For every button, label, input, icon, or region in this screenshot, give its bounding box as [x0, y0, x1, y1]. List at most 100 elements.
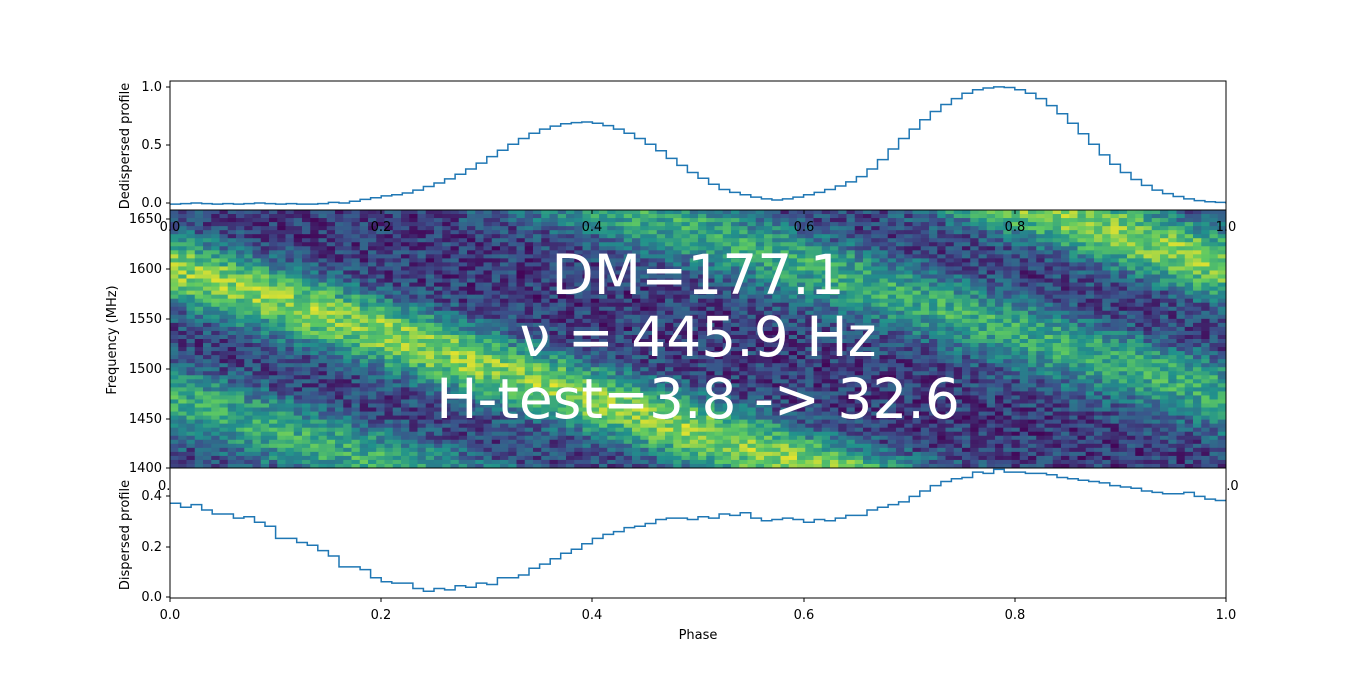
heatmap-cell — [252, 330, 262, 336]
heatmap-cell — [904, 294, 914, 300]
heatmap-cell — [929, 278, 938, 284]
heatmap-cell — [879, 214, 889, 219]
heatmap-cell — [574, 242, 584, 247]
heatmap-cell — [896, 322, 905, 328]
heatmap-cell — [557, 286, 567, 292]
heatmap-cell — [623, 330, 633, 336]
heatmap-cell — [343, 214, 353, 219]
heatmap-cell — [260, 258, 270, 264]
heatmap-cell — [582, 242, 592, 247]
heatmap-cell — [1168, 234, 1178, 239]
heatmap-cell — [599, 290, 608, 296]
heatmap-cell — [863, 322, 872, 328]
heatmap-cell — [1003, 222, 1013, 227]
heatmap-cell — [227, 310, 237, 316]
heatmap-cell — [912, 351, 922, 356]
heatmap-cell — [912, 310, 922, 316]
heatmap-cell — [1019, 290, 1029, 296]
heatmap-cell — [1143, 258, 1153, 264]
heatmap-cell — [1085, 282, 1095, 288]
heatmap-cell — [1061, 226, 1070, 231]
heatmap-cell — [236, 262, 245, 268]
heatmap-cell — [1044, 351, 1054, 356]
heatmap-cell — [557, 282, 567, 288]
heatmap-cell — [896, 314, 905, 320]
heatmap-cell — [343, 318, 353, 324]
heatmap-cell — [937, 363, 947, 368]
heatmap-cell — [533, 318, 542, 324]
heatmap-cell — [797, 302, 806, 308]
heatmap-cell — [962, 298, 971, 304]
heatmap-cell — [929, 326, 938, 332]
heatmap-cell — [747, 302, 757, 308]
heatmap-cell — [442, 242, 452, 247]
heatmap-cell — [623, 326, 633, 332]
heatmap-cell — [838, 294, 848, 300]
heatmap-cell — [615, 238, 625, 243]
heatmap-cell — [491, 210, 501, 215]
heatmap-cell — [764, 258, 773, 264]
heatmap-cell — [764, 210, 773, 215]
heatmap-cell — [417, 234, 427, 239]
heatmap-cell — [953, 363, 963, 368]
heatmap-cell — [698, 306, 707, 312]
heatmap-cell — [376, 278, 386, 284]
heatmap-cell — [434, 334, 443, 340]
heatmap-cell — [1193, 238, 1202, 243]
heatmap-cell — [706, 298, 716, 304]
heatmap-cell — [896, 330, 905, 336]
heatmap-cell — [516, 334, 526, 340]
heatmap-cell — [335, 242, 344, 247]
heatmap-cell — [1094, 286, 1103, 292]
heatmap-cell — [1127, 214, 1136, 219]
heatmap-cell — [285, 254, 295, 259]
heatmap-cell — [830, 351, 839, 356]
heatmap-cell — [326, 286, 336, 292]
heatmap-cell — [244, 238, 254, 243]
heatmap-cell — [1184, 242, 1194, 247]
heatmap-cell — [1085, 355, 1095, 360]
heatmap-cell — [912, 210, 922, 215]
heatmap-cell — [351, 250, 361, 255]
heatmap-cell — [211, 326, 221, 332]
heatmap-cell — [1176, 250, 1186, 255]
heatmap-cell — [986, 210, 996, 215]
heatmap-cell — [879, 359, 889, 364]
heatmap-cell — [986, 343, 996, 348]
heatmap-cell — [1151, 314, 1161, 320]
heatmap-cell — [929, 222, 938, 227]
heatmap-cell — [1143, 238, 1153, 243]
heatmap-cell — [599, 322, 608, 328]
heatmap-cell — [1077, 246, 1087, 251]
heatmap-cell — [368, 238, 377, 243]
heatmap-cell — [236, 298, 245, 304]
heatmap-cell — [854, 318, 864, 324]
heatmap-cell — [409, 242, 419, 247]
heatmap-cell — [1201, 290, 1211, 296]
heatmap-cell — [1168, 286, 1178, 292]
heatmap-cell — [838, 214, 848, 219]
heatmap-cell — [755, 254, 765, 259]
heatmap-cell — [821, 326, 831, 332]
heatmap-cell — [1085, 339, 1095, 344]
heatmap-cell — [384, 214, 394, 219]
heatmap-cell — [1127, 226, 1136, 231]
heatmap-cell — [813, 343, 823, 348]
heatmap-cell — [384, 210, 394, 215]
heatmap-cell — [1011, 347, 1021, 352]
heatmap-cell — [640, 286, 650, 292]
heatmap-cell — [937, 306, 947, 312]
heatmap-cell — [780, 351, 790, 356]
heatmap-cell — [665, 234, 674, 239]
heatmap-cell — [302, 214, 311, 219]
heatmap-cell — [557, 330, 567, 336]
heatmap-cell — [1036, 322, 1046, 328]
heatmap-cell — [1077, 226, 1087, 231]
heatmap-cell — [401, 230, 410, 235]
heatmap-cell — [953, 359, 963, 364]
heatmap-cell — [945, 254, 955, 259]
heatmap-cell — [351, 218, 361, 223]
heatmap-cell — [574, 210, 584, 215]
heatmap-cell — [1003, 214, 1013, 219]
heatmap-cell — [1110, 339, 1120, 344]
